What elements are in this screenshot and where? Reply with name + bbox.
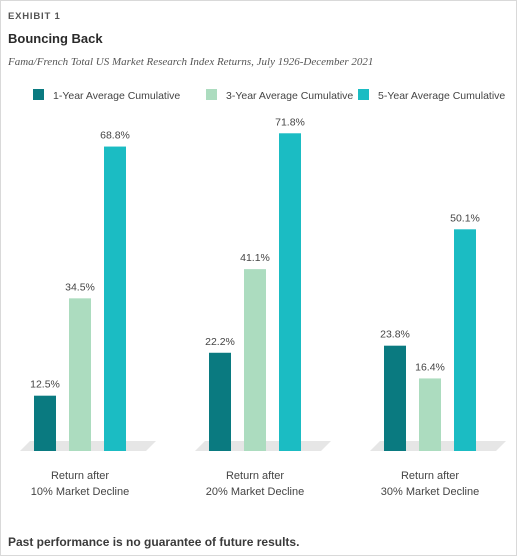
bar-2-3	[279, 133, 301, 451]
value-label-2-3: 71.8%	[275, 116, 305, 128]
bar-1-2	[69, 298, 91, 451]
legend-label-2: 3-Year Average Cumulative	[226, 90, 353, 102]
category-label-2-line-1: Return after	[226, 470, 284, 482]
bar-1-1	[34, 395, 56, 451]
bar-2-2	[244, 269, 266, 451]
legend-label-1: 1-Year Average Cumulative	[53, 90, 180, 102]
value-label-3-1: 23.8%	[380, 329, 410, 341]
value-label-2-2: 41.1%	[240, 252, 270, 264]
legend-label-3: 5-Year Average Cumulative	[378, 90, 505, 102]
bar-3-2	[419, 378, 441, 451]
legend-swatch-3	[358, 89, 369, 100]
category-label-3-line-1: Return after	[401, 470, 459, 482]
bar-2-1	[209, 352, 231, 451]
chart-title: Bouncing Back	[8, 31, 103, 46]
category-label-3-line-2: 30% Market Decline	[381, 486, 479, 498]
value-label-3-2: 16.4%	[415, 361, 445, 373]
legend-swatch-1	[33, 89, 44, 100]
category-label-1-line-1: Return after	[51, 470, 109, 482]
category-label-1-line-2: 10% Market Decline	[31, 486, 129, 498]
footer-note: Past performance is no guarantee of futu…	[8, 535, 300, 549]
value-label-2-1: 22.2%	[205, 336, 235, 348]
value-label-1-3: 68.8%	[100, 130, 130, 142]
legend-swatch-2	[206, 89, 217, 100]
value-label-1-2: 34.5%	[65, 281, 95, 293]
exhibit-label: EXHIBIT 1	[8, 11, 61, 22]
chart-subtitle: Fama/French Total US Market Research Ind…	[8, 56, 374, 68]
bar-3-3	[454, 229, 476, 451]
bar-1-3	[104, 146, 126, 451]
value-label-3-3: 50.1%	[450, 212, 480, 224]
value-label-1-1: 12.5%	[30, 379, 60, 391]
category-label-2-line-2: 20% Market Decline	[206, 486, 304, 498]
bar-3-1	[384, 345, 406, 451]
